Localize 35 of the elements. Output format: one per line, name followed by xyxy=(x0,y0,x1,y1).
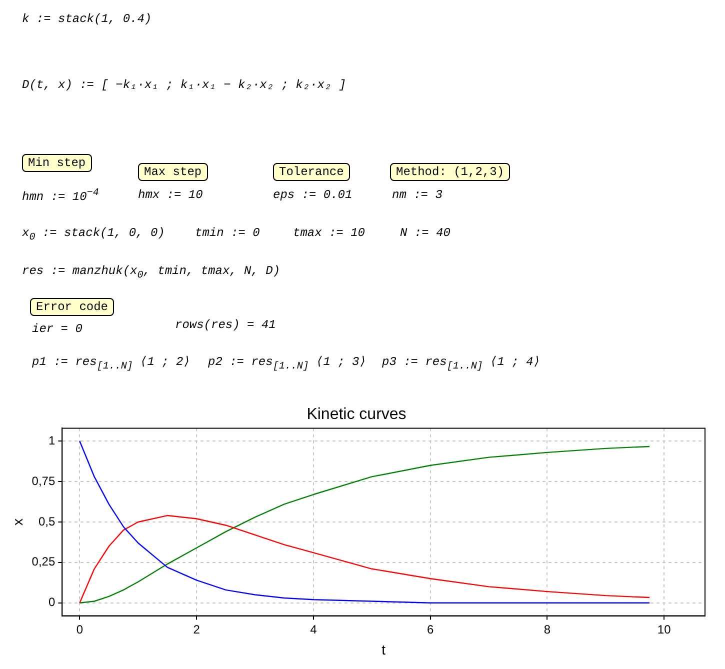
text: x$_{0}$ := stack(1, 0, 0) xyxy=(22,226,165,244)
text: D(t, x) := [ −k₁·x₁ ; k₁·x₁ − k₂·x₂ ; k₂·x₂ ] xyxy=(22,78,346,92)
y-tick-label: 0,25 xyxy=(32,554,56,569)
y-tick-label: 0 xyxy=(48,595,56,610)
x-tick-label: 0 xyxy=(76,622,84,636)
text: tmax := 10 xyxy=(293,226,366,240)
x-tick-label: 8 xyxy=(544,622,551,636)
text: res := manzhuk(x$_{0}$, tmin, tmax, N, D) xyxy=(22,264,280,282)
text: p2 := res$_{[1..N]}$ ⟨1 ; 3⟩ xyxy=(208,354,366,372)
text: k := stack(1, 0.4) xyxy=(22,12,152,26)
text: eps := 0.01 xyxy=(273,188,352,202)
text: p3 := res$_{[1..N]}$ ⟨1 ; 4⟩ xyxy=(382,354,540,372)
x-tick-label: 2 xyxy=(193,622,200,636)
y-tick-label: 0,75 xyxy=(32,474,56,488)
text: hmn := 10$^{−4}$ xyxy=(22,188,99,204)
text: Tolerance xyxy=(273,163,350,181)
y-tick-label: 0,5 xyxy=(38,514,56,528)
chart-title: Kinetic curves xyxy=(306,406,406,424)
text: ier = 0 xyxy=(32,322,82,336)
text: Min step xyxy=(22,154,92,172)
text: Error code xyxy=(30,298,114,316)
text: Max step xyxy=(138,163,208,181)
x-tick-label: 10 xyxy=(657,622,672,636)
text: rows(res) = 41 xyxy=(175,318,276,332)
text: p1 := res$_{[1..N]}$ ⟨1 ; 2⟩ xyxy=(32,354,190,372)
y-tick-label: 1 xyxy=(48,433,56,448)
text: hmx := 10 xyxy=(138,188,203,202)
text: tmin := 0 xyxy=(195,226,260,240)
text: nm := 3 xyxy=(392,188,442,202)
x-axis-title: t xyxy=(382,641,386,658)
text: N := 40 xyxy=(400,226,450,240)
text: Method: (1,2,3) xyxy=(390,163,510,181)
x-tick-label: 6 xyxy=(426,622,434,636)
y-axis-title: x xyxy=(9,518,26,526)
x-tick-label: 4 xyxy=(310,622,318,636)
